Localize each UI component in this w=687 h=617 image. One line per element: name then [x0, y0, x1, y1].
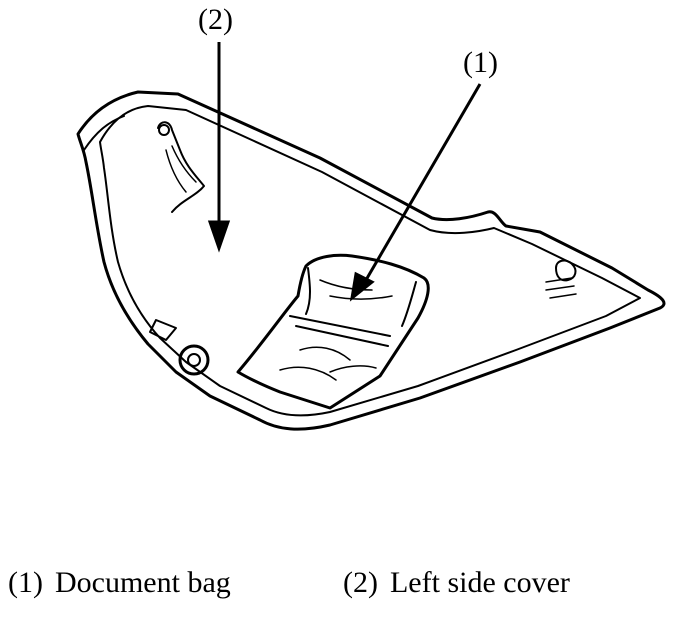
legend-text: Left side cover: [389, 566, 570, 599]
callout-document-bag: (1): [463, 46, 498, 79]
legend-item-left-side-cover: (2) Left side cover: [343, 568, 570, 598]
arrowhead-1: [349, 271, 375, 302]
side-cover-rim: [99, 105, 641, 417]
right-grommet-lines: [545, 277, 577, 299]
legend-item-document-bag: (1) Document bag: [8, 568, 231, 598]
side-cover-outline: [76, 90, 666, 431]
legend-number: (1): [8, 566, 43, 599]
upper-tab: [157, 121, 205, 213]
legend-number: (2): [343, 566, 378, 599]
legend-text: Document bag: [54, 566, 231, 599]
arrowhead-2: [207, 220, 231, 253]
document-bag-wrinkles: [279, 279, 393, 381]
upper-tab-detail: [165, 145, 197, 193]
callout-left-side-cover: (2): [198, 3, 233, 36]
side-cover-flange: [83, 115, 125, 151]
mounting-boss-hole: [187, 353, 201, 367]
mounting-boss: [178, 344, 210, 376]
document-bag-fold: [305, 267, 417, 327]
upper-grommet: [158, 124, 170, 136]
right-grommet: [555, 259, 577, 282]
document-bag-flap: [289, 315, 391, 347]
document-bag-outline: [236, 253, 430, 410]
lower-slot: [149, 319, 177, 341]
leader-line-1: [364, 83, 482, 281]
